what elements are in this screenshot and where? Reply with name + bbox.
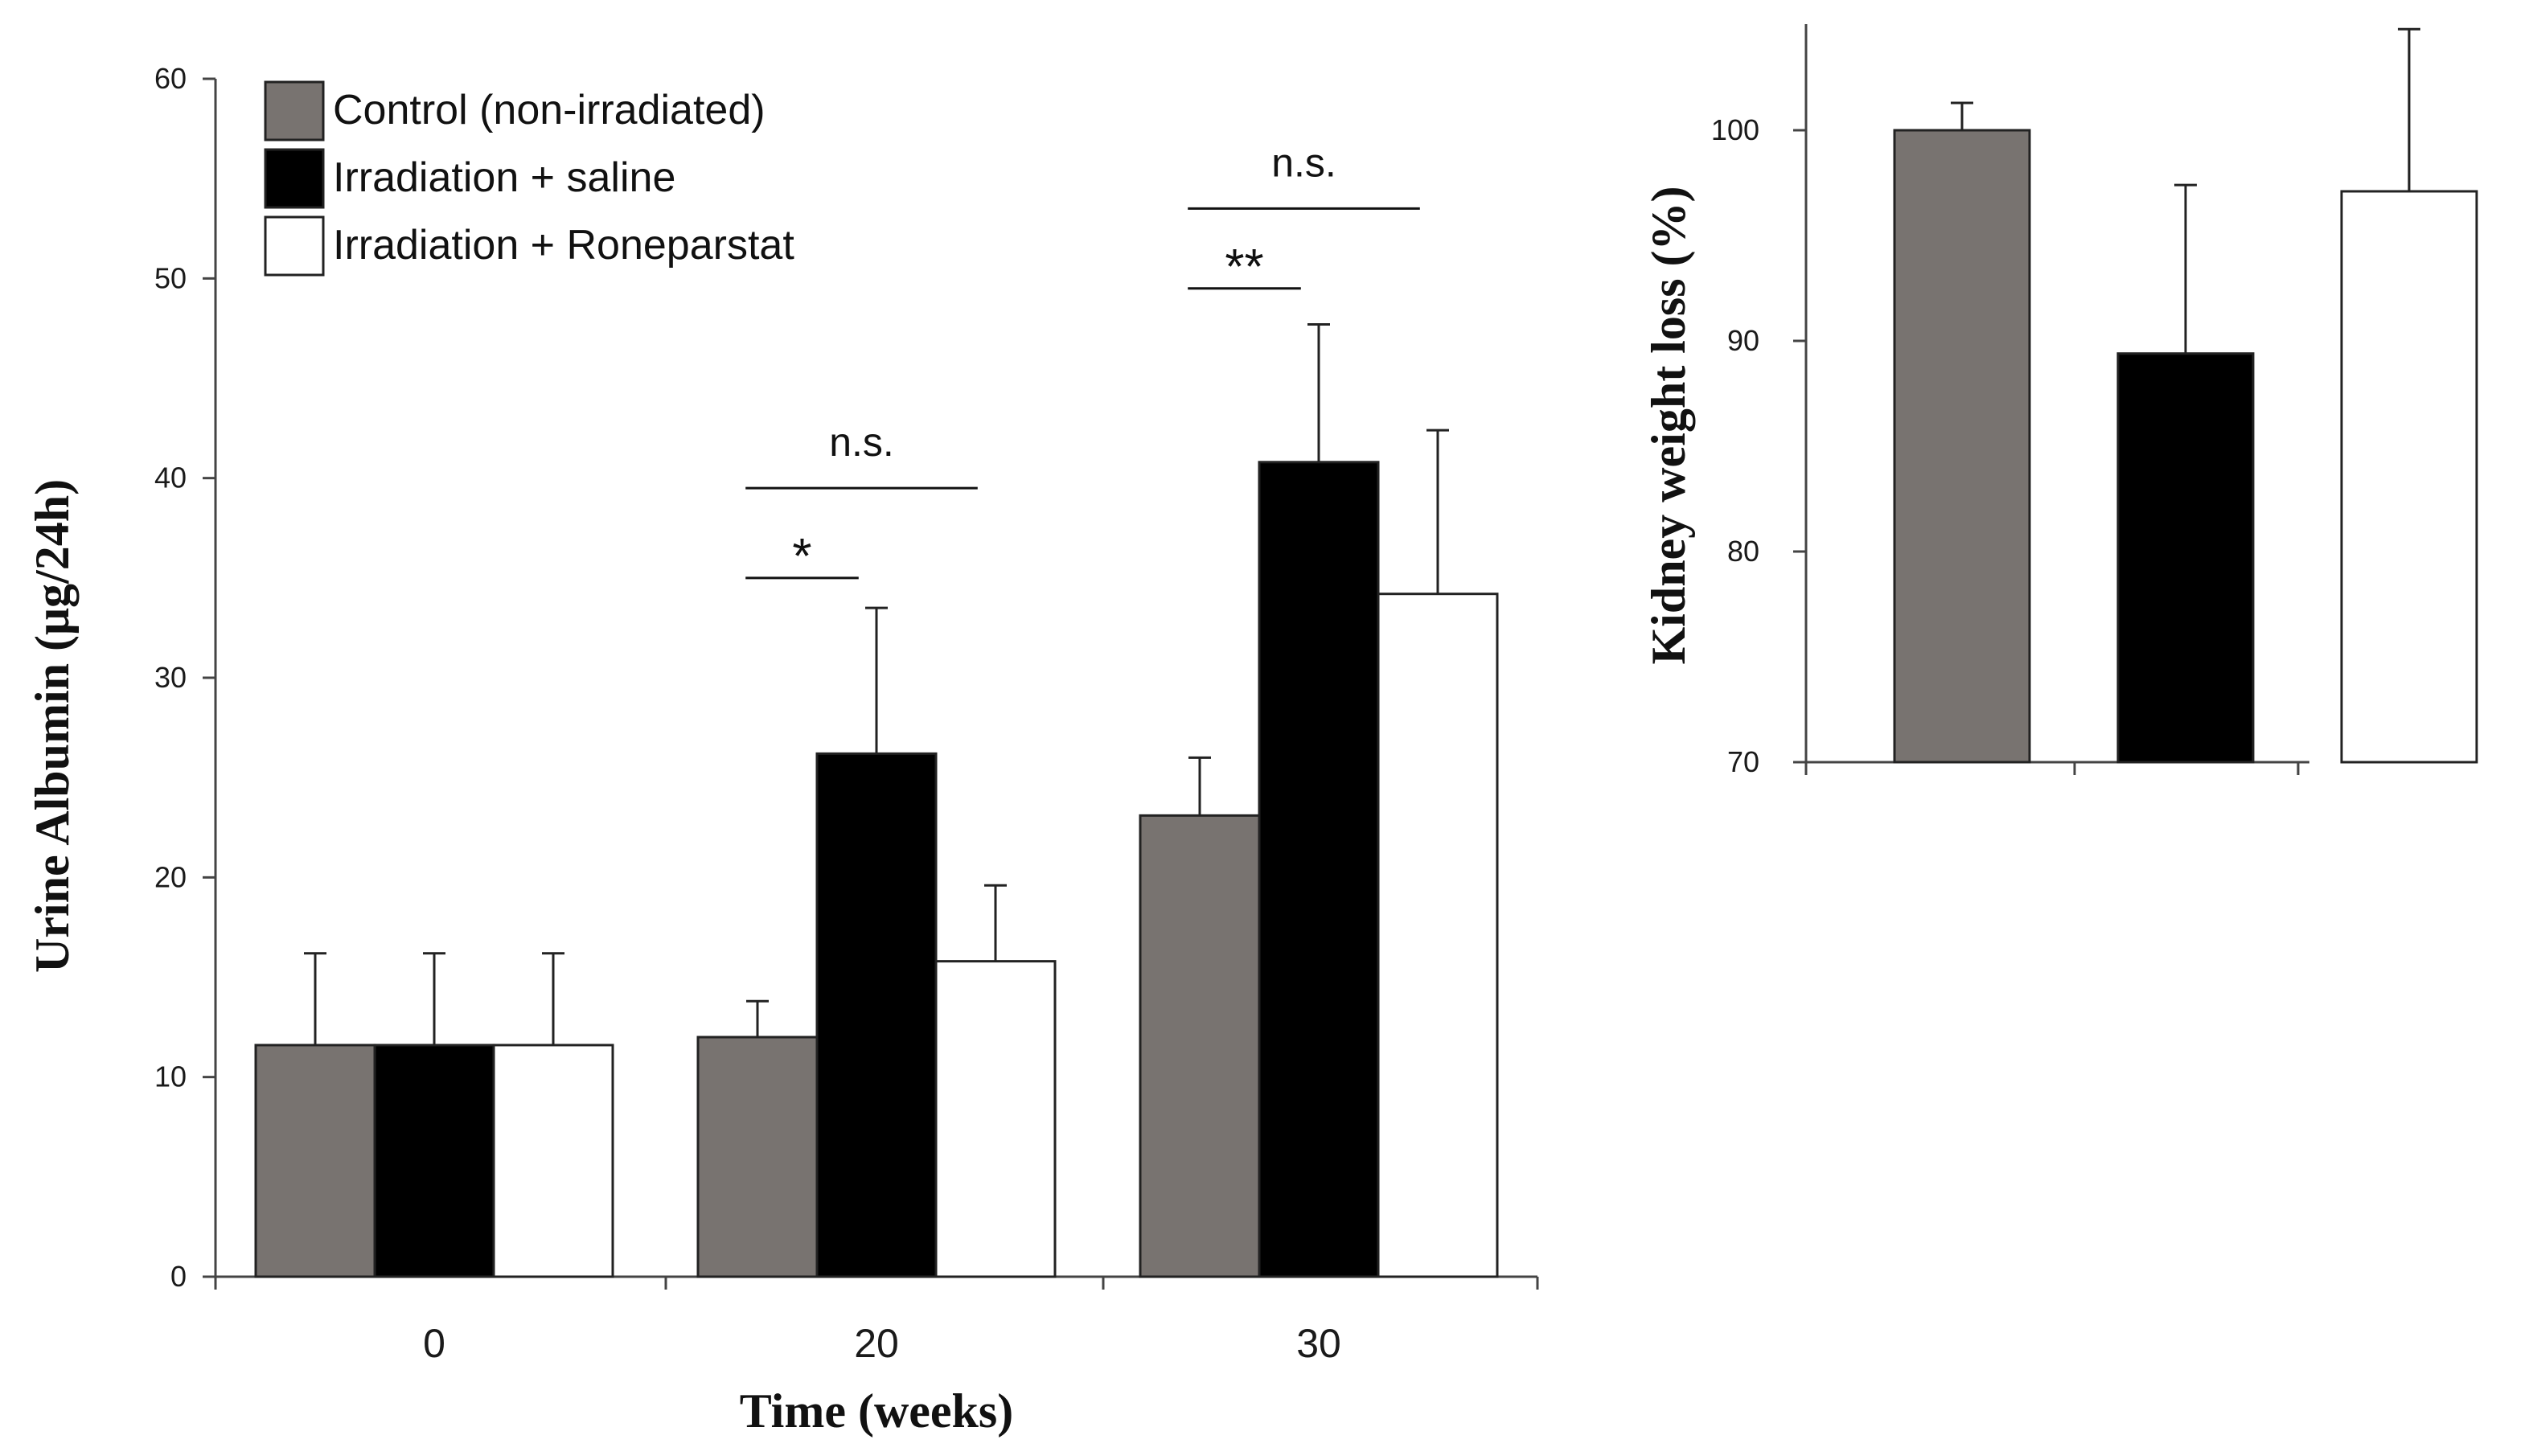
legend-swatch xyxy=(264,215,325,277)
y-tick-label: 90 xyxy=(1727,324,1759,357)
bar xyxy=(696,1036,819,1278)
significance-label: ** xyxy=(1225,240,1263,295)
significance-label: n.s. xyxy=(1271,140,1336,185)
legend-label: Control (non-irradiated) xyxy=(333,87,766,133)
y-tick-label: 80 xyxy=(1727,535,1759,568)
y-tick-label: 70 xyxy=(1727,745,1759,778)
legend-swatch xyxy=(264,80,325,141)
y-axis-title: Kidney weight loss (%) xyxy=(1642,186,1695,664)
x-axis-title: Time (weeks) xyxy=(740,1384,1014,1438)
y-tick-label: 100 xyxy=(1711,113,1759,146)
bar xyxy=(492,1044,614,1278)
bar xyxy=(2116,352,2255,764)
bar xyxy=(1893,129,2031,764)
legend-swatch xyxy=(264,148,325,209)
bar xyxy=(1377,593,1499,1278)
bar xyxy=(1258,461,1380,1278)
significance-label: * xyxy=(792,529,811,584)
y-tick-label: 10 xyxy=(154,1060,187,1093)
urine-albumin-chart: 0 10 20 30 40 50 60 0 20 30 Time (weeks) Urine Albu… xyxy=(26,62,1539,1438)
legend-label: Irradiation + Roneparstat xyxy=(333,222,794,269)
kidney-weight-chart: 70 80 90 100 Kidney weight loss (%) xyxy=(1642,24,2478,778)
x-category-label: 20 xyxy=(854,1321,899,1366)
bar xyxy=(934,960,1057,1278)
bar xyxy=(373,1044,495,1278)
y-tick-label: 0 xyxy=(170,1260,187,1293)
y-tick-label: 50 xyxy=(154,261,187,294)
significance-label: n.s. xyxy=(829,420,894,465)
bar xyxy=(2340,190,2478,764)
x-category-label: 30 xyxy=(1296,1321,1341,1366)
y-tick-label: 60 xyxy=(154,62,187,95)
bar xyxy=(254,1044,376,1278)
y-axis-title: Urine Albumin (μg/24h) xyxy=(26,479,79,973)
y-tick-label: 20 xyxy=(154,860,187,893)
y-tick-label: 30 xyxy=(154,661,187,694)
legend-label: Irradiation + saline xyxy=(333,154,675,201)
bar xyxy=(815,752,938,1278)
x-category-label: 0 xyxy=(423,1321,445,1366)
bar xyxy=(1139,814,1261,1278)
y-tick-label: 40 xyxy=(154,461,187,494)
